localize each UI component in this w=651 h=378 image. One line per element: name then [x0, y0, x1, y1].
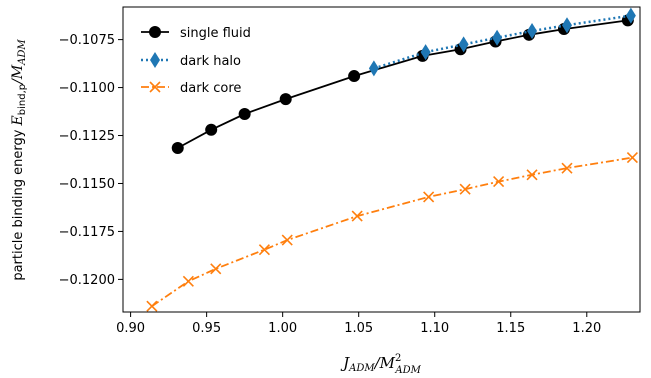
data-point-dark-core: [210, 263, 222, 275]
x-axis-label-den-sub: ADM: [394, 365, 421, 376]
series-line-dark-halo: [373, 14, 632, 70]
legend: single fluid dark halo dark core: [141, 26, 251, 96]
y-axis-label-den-sub: ADM: [17, 39, 28, 66]
y-axis-label-prefix: particle binding energy: [11, 125, 26, 280]
legend-label-dark-core: dark core: [180, 81, 241, 96]
y-axis-label: particle binding energy Ebind,p/MADM: [10, 39, 28, 281]
x-axis-label: JADM/M2 ADM: [340, 353, 422, 376]
data-point-dark-core: [258, 244, 270, 256]
data-point-single-fluid: [348, 70, 361, 83]
y-tick-label: −0.1075: [59, 33, 115, 48]
x-tick-label: 1.00: [268, 321, 297, 336]
series-layer: [146, 7, 638, 312]
legend-marker-single-fluid: [149, 26, 161, 38]
data-point-dark-core: [626, 152, 638, 164]
data-point-dark-core: [493, 175, 505, 188]
data-point-dark-core: [459, 183, 471, 195]
legend-marker-dark-halo: [150, 52, 160, 68]
data-point-single-fluid: [171, 141, 184, 154]
data-point-dark-core: [526, 169, 538, 181]
y-axis-label-e-sub: bind,p: [17, 84, 28, 115]
legend-marker-dark-core: [149, 81, 161, 93]
y-tick-label: −0.1125: [59, 129, 115, 144]
x-tick-label: 1.15: [496, 321, 525, 336]
y-axis-label-den: /M: [10, 64, 26, 86]
data-point-dark-core: [423, 191, 435, 203]
series-dark-core: [146, 152, 638, 312]
data-point-single-fluid: [238, 108, 251, 121]
series-line-dark-core: [151, 156, 633, 307]
legend-label-dark-halo: dark halo: [180, 54, 241, 69]
plot-frame: [122, 6, 641, 313]
data-point-single-fluid: [279, 93, 292, 106]
data-point-dark-halo: [420, 44, 431, 61]
x-tick-label: 1.20: [572, 321, 601, 336]
ticks-layer: 0.90 0.95 1.00 1.05 1.10 1.15 1.20 −0.1075 −0.11…: [59, 33, 602, 336]
y-tick-label: −0.1100: [59, 81, 115, 96]
legend-label-single-fluid: single fluid: [180, 26, 251, 41]
x-tick-label: 1.05: [344, 321, 373, 336]
x-tick-label: 0.90: [116, 321, 145, 336]
data-point-single-fluid: [205, 123, 218, 136]
x-axis-label-sub: ADM: [348, 363, 375, 374]
y-tick-label: −0.1200: [59, 273, 115, 288]
data-point-dark-core: [182, 275, 194, 287]
y-axis-label-e: E: [10, 115, 26, 126]
x-axis-label-den: /M: [373, 354, 396, 372]
y-tick-label: −0.1175: [59, 225, 115, 240]
data-point-dark-core: [146, 300, 158, 312]
data-point-dark-halo: [458, 36, 469, 53]
y-tick-label: −0.1150: [59, 177, 115, 192]
data-point-dark-halo: [562, 17, 573, 34]
data-point-dark-halo: [492, 29, 503, 46]
x-axis-label-main: J: [340, 354, 350, 372]
data-point-dark-core: [281, 234, 293, 246]
x-tick-label: 1.10: [420, 321, 449, 336]
data-point-dark-halo: [368, 60, 379, 77]
data-point-dark-core: [351, 210, 363, 222]
x-tick-label: 0.95: [192, 321, 221, 336]
series-dark-halo: [368, 7, 636, 77]
data-point-dark-halo: [625, 7, 636, 24]
x-axis-label-den-sup: 2: [395, 353, 401, 364]
data-point-dark-halo: [527, 22, 538, 39]
data-point-dark-core: [561, 162, 573, 174]
